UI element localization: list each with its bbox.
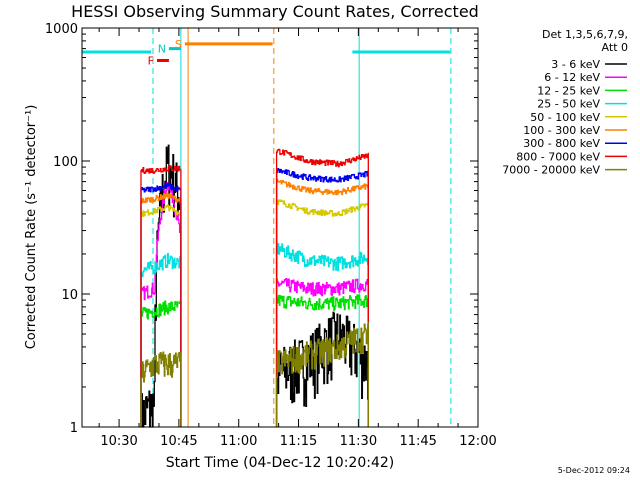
- x-tick-label: 12:00: [459, 434, 496, 449]
- legend-label: 7000 - 20000 keV: [502, 164, 600, 177]
- x-tick-label: 10:30: [100, 434, 137, 449]
- series-line-8: [140, 165, 182, 427]
- series-line-4: [275, 243, 369, 427]
- legend-label: 800 - 7000 keV: [516, 150, 600, 163]
- y-tick-label: 100: [53, 155, 78, 170]
- x-tick-label: 11:45: [399, 434, 436, 449]
- y-tick-label: 1: [70, 421, 78, 436]
- series-line-6: [275, 178, 369, 427]
- y-tick-label: 10: [61, 288, 78, 303]
- series-line-4: [140, 253, 182, 427]
- series-line-9: [140, 351, 182, 427]
- y-tick-label: 1000: [45, 22, 78, 37]
- x-tick-label: 11:15: [280, 434, 317, 449]
- footer-date: 5-Dec-2012 09:24: [558, 466, 630, 475]
- legend-label: 12 - 25 keV: [537, 84, 600, 97]
- chart-title: HESSI Observing Summary Count Rates, Cor…: [71, 2, 479, 21]
- series-line-7: [275, 168, 369, 427]
- legend-label: 50 - 100 keV: [530, 111, 600, 124]
- x-tick-label: 11:30: [340, 434, 377, 449]
- plot-frame: [81, 27, 479, 428]
- series-line-5: [275, 199, 369, 427]
- series-layer: [140, 144, 369, 428]
- flag-label-f: F: [148, 54, 154, 67]
- flag-label-s: S: [175, 38, 182, 51]
- y-axis-label: Corrected Count Rate (s⁻¹ detector⁻¹): [24, 105, 39, 350]
- legend-header-line1: Det 1,3,5,6,7,9,: [542, 28, 628, 41]
- legend-label: 100 - 300 keV: [523, 124, 600, 137]
- annotation-layer: FN S: [82, 38, 451, 67]
- legend-header-line2: Att 0: [602, 41, 628, 54]
- series-line-6: [140, 192, 182, 427]
- series-line-8: [275, 148, 369, 427]
- series-line-9: [275, 322, 369, 427]
- x-axis-label: Start Time (04-Dec-12 10:20:42): [166, 455, 394, 471]
- legend-label: 6 - 12 keV: [544, 71, 600, 84]
- legend-label: 25 - 50 keV: [537, 98, 600, 111]
- x-tick-label: 10:45: [160, 434, 197, 449]
- series-line-7: [140, 183, 182, 427]
- series-line-2: [275, 277, 369, 427]
- event-vertical-lines: [81, 28, 452, 427]
- series-line-3: [140, 300, 182, 427]
- series-line-5: [140, 204, 182, 427]
- x-tick-label: 11:00: [220, 434, 257, 449]
- series-line-3: [275, 294, 369, 427]
- x-axis: 10:30 10:45 11:00 11:15 11:30 11:45 12:00: [98, 28, 497, 449]
- legend-label: 300 - 800 keV: [523, 137, 600, 150]
- y-axis: 1 10 100 1000: [45, 22, 478, 436]
- legend-label: 3 - 6 keV: [551, 58, 600, 71]
- flag-label-n: N: [158, 43, 166, 56]
